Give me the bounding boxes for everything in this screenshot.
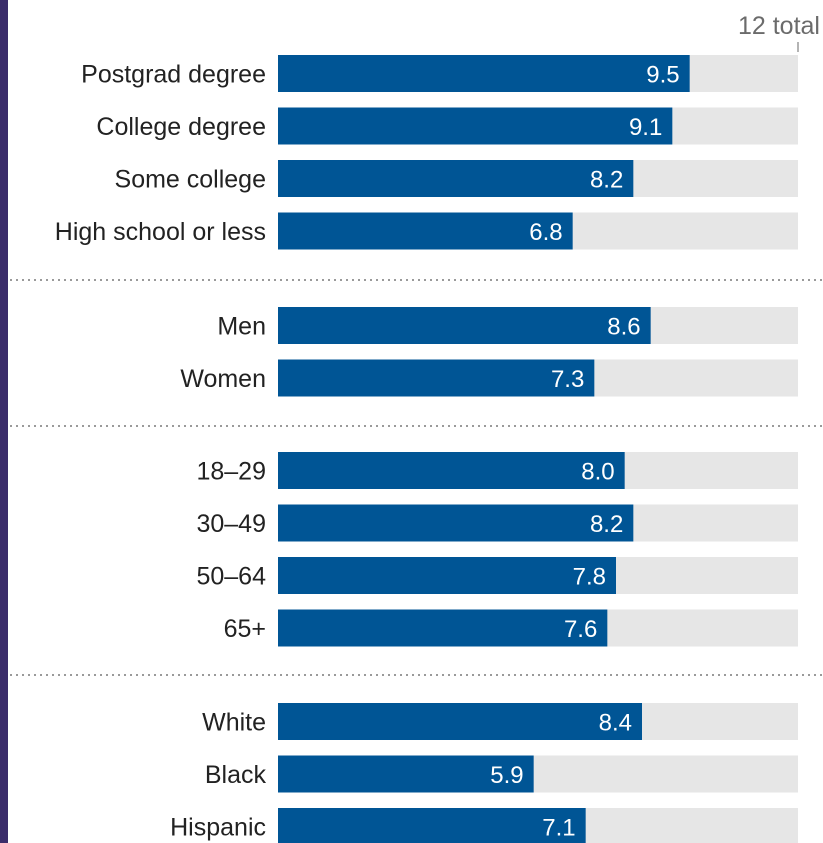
category-label: Black <box>205 761 267 789</box>
bar <box>278 504 634 542</box>
value-label: 5.9 <box>490 762 523 789</box>
value-label: 8.4 <box>599 710 632 737</box>
bar <box>278 703 642 740</box>
value-label: 8.2 <box>590 511 623 538</box>
value-label: 7.8 <box>573 564 606 591</box>
bar <box>278 557 616 594</box>
bar <box>278 107 673 145</box>
bar <box>278 452 625 489</box>
bar <box>278 609 608 647</box>
bar <box>278 212 573 250</box>
value-label: 7.6 <box>564 616 597 643</box>
value-label: 9.1 <box>629 114 662 141</box>
bar <box>278 808 586 843</box>
bar <box>278 55 690 92</box>
value-label: 7.3 <box>551 366 584 393</box>
bar <box>278 755 534 793</box>
category-label: White <box>202 709 266 737</box>
chart-rows: Postgrad degree 9.5 College degree 9.1 Some … <box>10 55 823 843</box>
category-label: Men <box>217 313 266 341</box>
category-label: High school or less <box>55 218 266 246</box>
value-label: 8.0 <box>581 459 614 486</box>
left-frame-border <box>0 0 8 843</box>
category-label: College degree <box>96 113 266 141</box>
category-label: 18–29 <box>196 458 266 486</box>
category-label: Women <box>180 365 266 393</box>
value-label: 8.6 <box>607 314 640 341</box>
value-label: 6.8 <box>529 219 562 246</box>
axis-total-label: 12 total <box>738 12 820 40</box>
category-label: Some college <box>115 166 266 194</box>
bar <box>278 160 634 197</box>
bar <box>278 307 651 344</box>
category-label: 65+ <box>224 615 266 643</box>
category-label: Postgrad degree <box>81 61 266 89</box>
value-label: 8.2 <box>590 167 623 194</box>
value-label: 9.5 <box>646 62 679 89</box>
category-label: 30–49 <box>196 510 266 538</box>
category-label: Hispanic <box>170 814 266 842</box>
category-label: 50–64 <box>196 563 266 591</box>
bar <box>278 359 595 397</box>
value-label: 7.1 <box>542 815 575 842</box>
